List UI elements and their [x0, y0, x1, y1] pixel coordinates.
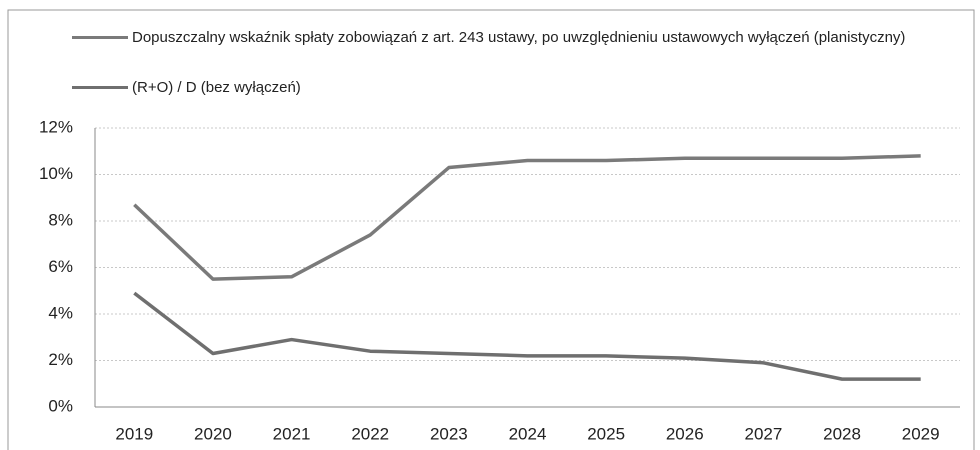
- x-tick-label: 2028: [823, 424, 861, 443]
- x-tick-label: 2029: [902, 424, 940, 443]
- x-tick-label: 2020: [194, 424, 232, 443]
- x-tick-label: 2021: [273, 424, 311, 443]
- y-tick-label: 0%: [48, 396, 73, 415]
- legend-label: (R+O) / D (bez wyłączeń): [132, 79, 301, 96]
- x-tick-label: 2024: [509, 424, 547, 443]
- x-tick-label: 2027: [744, 424, 782, 443]
- chart-border: [7, 9, 975, 450]
- legend-item: (R+O) / D (bez wyłączeń): [72, 78, 952, 98]
- series-line: [133, 154, 921, 281]
- legend-swatch: [72, 86, 128, 89]
- legend-swatch: [72, 36, 128, 39]
- y-tick-label: 2%: [48, 350, 73, 369]
- x-tick-label: 2025: [587, 424, 625, 443]
- x-tick-label: 2026: [666, 424, 704, 443]
- series-line: [133, 291, 921, 381]
- legend-item: Dopuszczalny wskaźnik spłaty zobowiązań …: [72, 28, 952, 48]
- y-tick-label: 12%: [39, 117, 73, 136]
- y-tick-label: 10%: [39, 164, 73, 183]
- y-tick-label: 8%: [48, 210, 73, 229]
- x-tick-label: 2023: [430, 424, 468, 443]
- x-tick-label: 2019: [115, 424, 153, 443]
- x-tick-label: 2022: [351, 424, 389, 443]
- y-tick-label: 4%: [48, 303, 73, 322]
- y-tick-label: 6%: [48, 257, 73, 276]
- legend-label: Dopuszczalny wskaźnik spłaty zobowiązań …: [132, 29, 906, 46]
